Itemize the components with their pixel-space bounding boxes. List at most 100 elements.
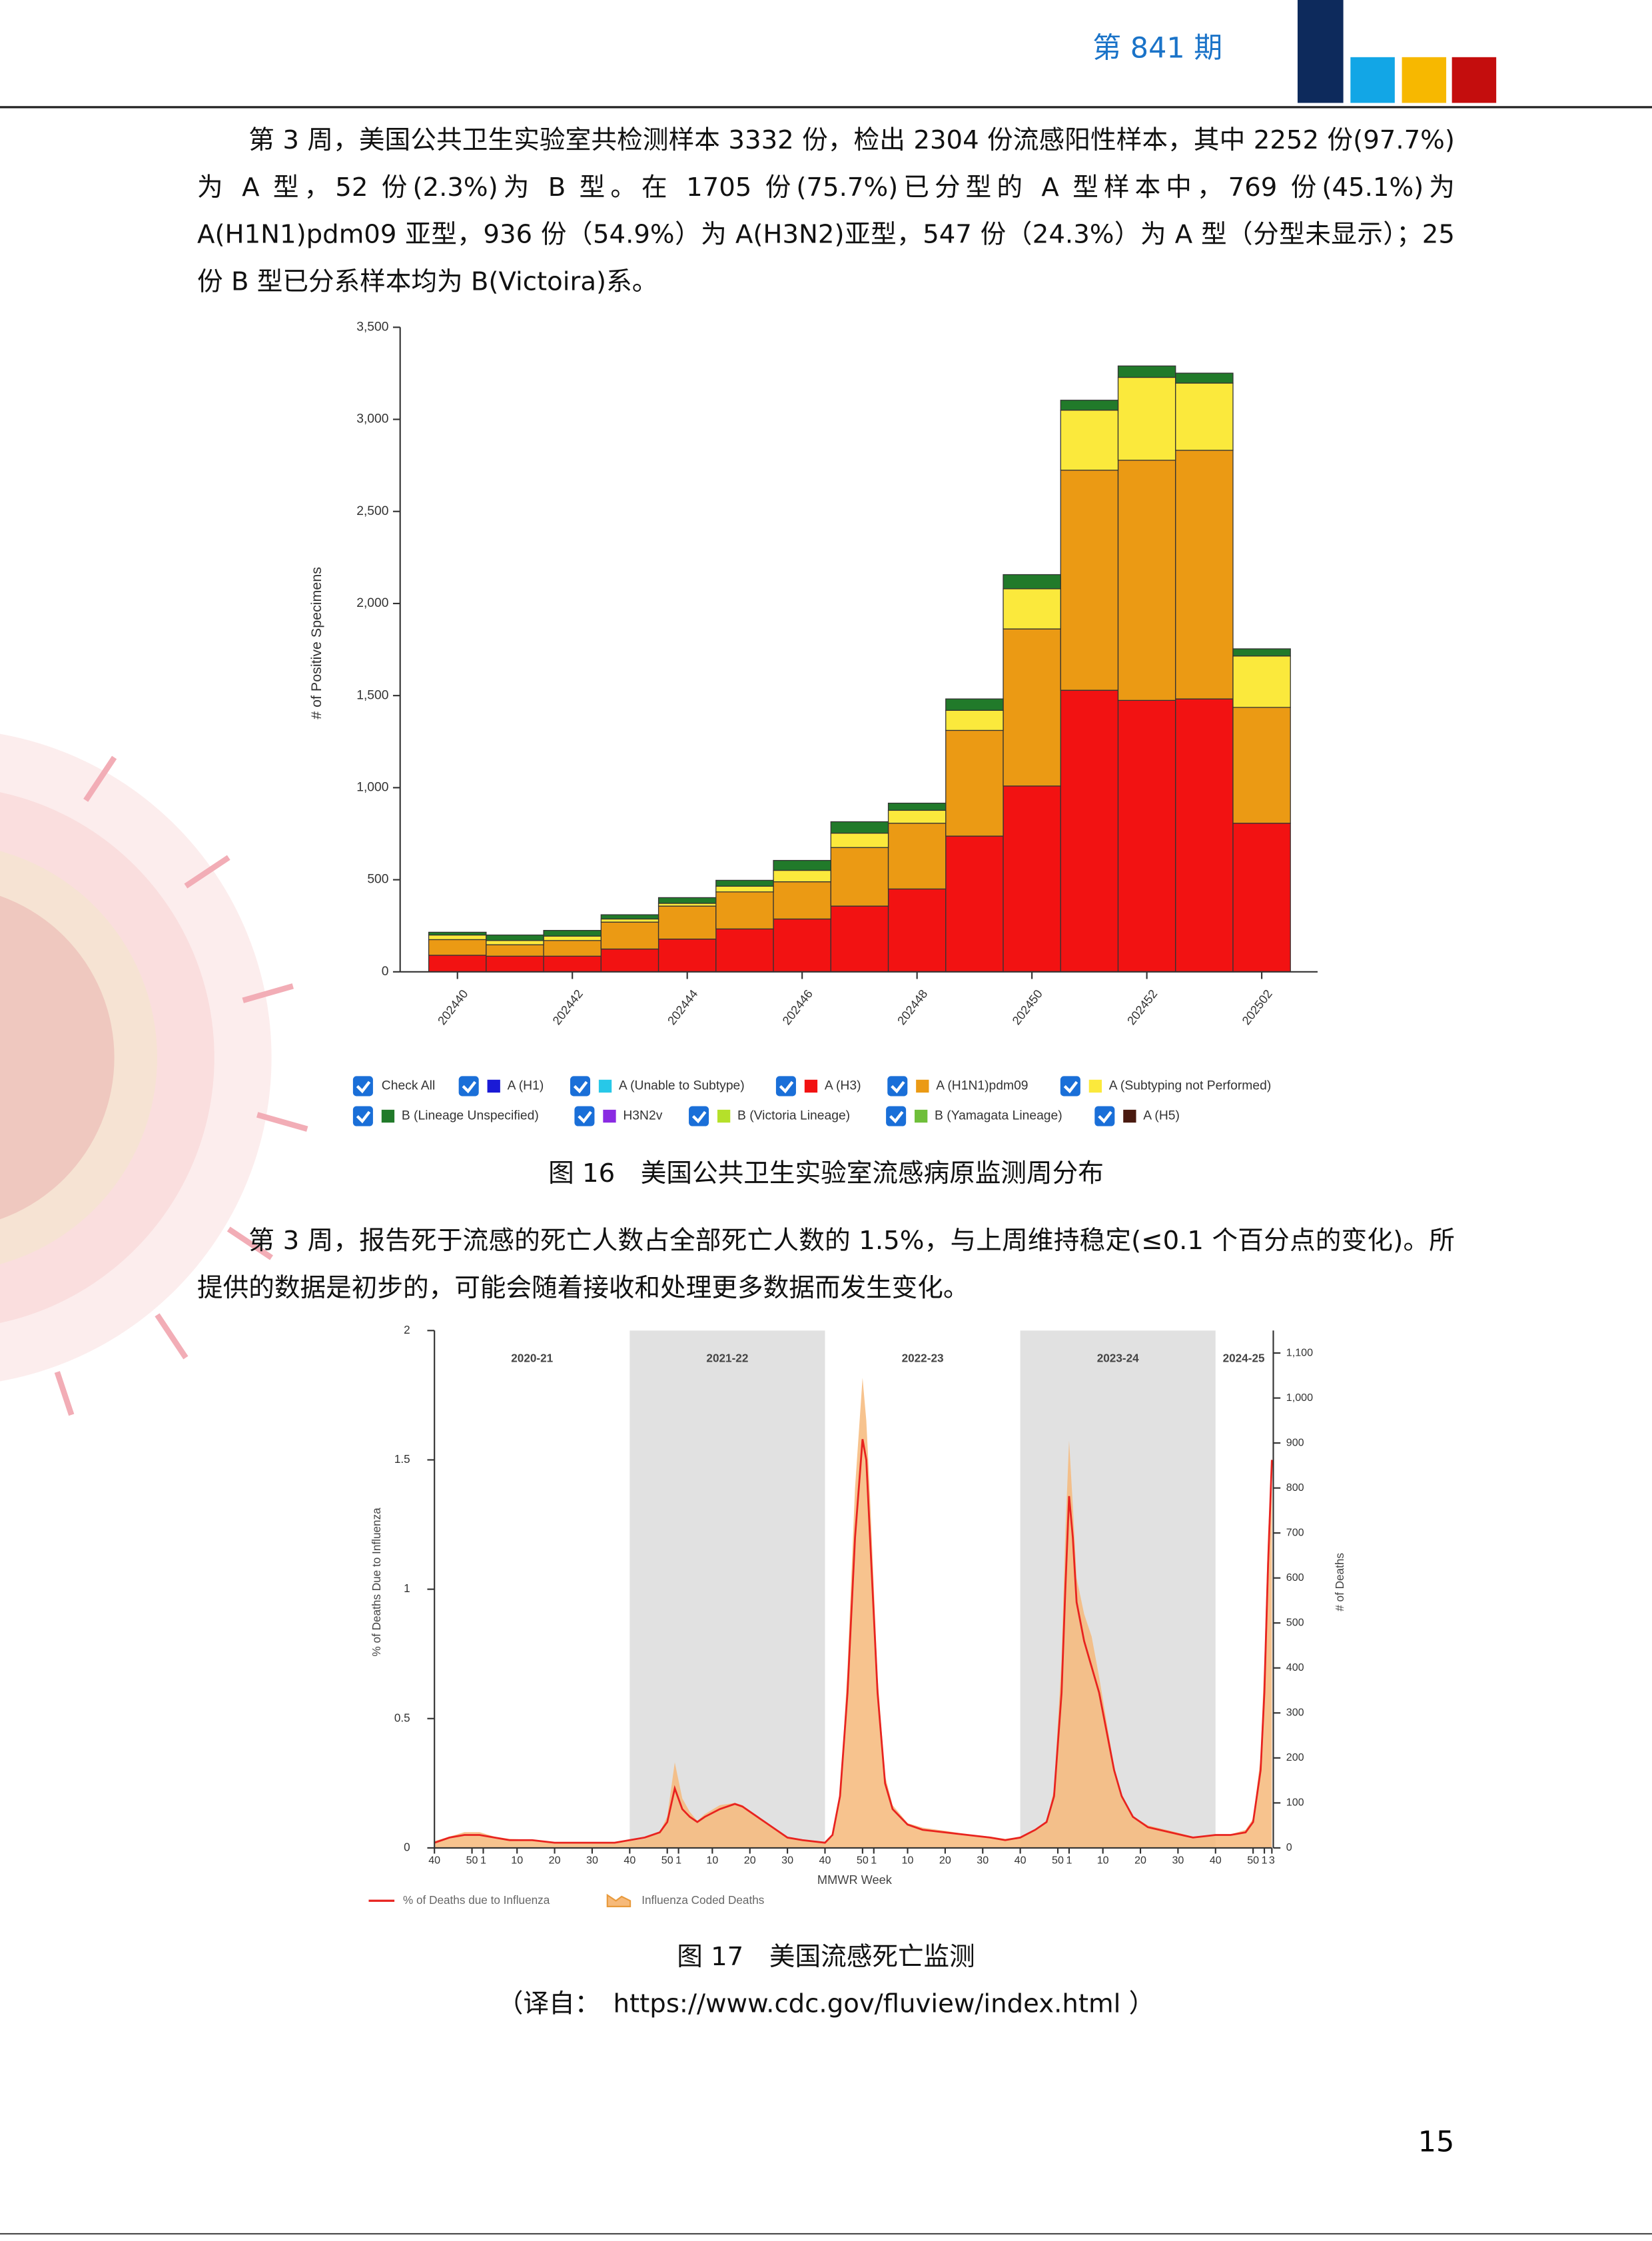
y2-tick-label: 500 [1286, 1617, 1304, 1629]
checkmark [889, 1111, 904, 1124]
bar-segment [715, 891, 774, 930]
legend-swatch [598, 1079, 612, 1093]
legend-checkbox[interactable] [775, 1076, 796, 1097]
bar-segment [1232, 648, 1291, 657]
x-tick-label: 40 [428, 1854, 440, 1866]
season-band [629, 1330, 825, 1848]
figure-caption: 图 16 美国公共卫生实验室流感病原监测周分布 [548, 1158, 1104, 1189]
bar-segment [773, 881, 831, 920]
bar-segment [1175, 450, 1234, 699]
legend-checkbox[interactable] [570, 1076, 591, 1097]
legend-checkbox[interactable] [458, 1076, 479, 1097]
bar-segment [830, 905, 889, 973]
legend-checkbox[interactable] [352, 1076, 373, 1097]
bar-segment [887, 809, 947, 824]
bar-segment [830, 833, 889, 848]
bar-segment [428, 955, 487, 973]
bar-segment [887, 802, 947, 811]
legend-label: A (Unable to Subtype) [619, 1079, 745, 1093]
bar-segment [1117, 365, 1176, 378]
y-axis-label: % of Deaths Due to Influenza [370, 1508, 383, 1657]
y-tick-label: 0.5 [394, 1711, 410, 1724]
x-tick-label: 50 [857, 1854, 869, 1866]
bar-segment [486, 934, 544, 941]
checkmark [462, 1081, 477, 1094]
bar-segment [887, 823, 947, 890]
bar-segment [657, 905, 717, 940]
y2-tick-label: 1,100 [1286, 1346, 1313, 1358]
bar-segment [428, 931, 487, 936]
x-tick-label: 50 [1247, 1854, 1259, 1866]
x-tick-label: 10 [706, 1854, 718, 1866]
x-tick-label: 202442 [550, 987, 586, 1027]
legend-swatch [915, 1109, 928, 1123]
bar-segment [657, 897, 717, 904]
y2-tick-label: 1,000 [1286, 1392, 1313, 1404]
bar-segment [428, 934, 487, 941]
y2-tick-label: 700 [1286, 1526, 1304, 1538]
bar-segment [1117, 376, 1176, 461]
legend-checkbox[interactable] [689, 1106, 709, 1126]
x-tick-label: 202448 [894, 987, 930, 1027]
page-number: 15 [1418, 2125, 1455, 2158]
legend-swatch [1088, 1079, 1102, 1093]
x-tick-label: 1 [871, 1854, 877, 1866]
y-tick-label: 2,000 [356, 596, 388, 610]
bar-segment [600, 948, 659, 973]
y-tick-label: 500 [367, 873, 388, 887]
x-tick-label: 30 [977, 1854, 989, 1866]
y2-tick-label: 100 [1286, 1797, 1304, 1809]
y-tick-label: 2,500 [356, 504, 388, 518]
bar-segment [486, 955, 544, 973]
x-tick-label: 202444 [665, 987, 701, 1027]
x-tick-label: 30 [586, 1854, 598, 1866]
legend-swatch [1123, 1109, 1136, 1123]
x-tick-label: 1 [1262, 1854, 1268, 1866]
legend-checkbox[interactable] [1094, 1106, 1115, 1126]
legend-label: % of Deaths due to Influenza [403, 1893, 550, 1907]
bar-segment [543, 955, 602, 973]
legend-checkbox[interactable] [1060, 1076, 1080, 1097]
season-label: 2020-21 [511, 1352, 553, 1365]
legend-swatch [606, 1893, 631, 1907]
y-axis-label: # of Positive Specimens [308, 567, 324, 719]
legend-checkbox[interactable] [887, 1076, 908, 1097]
legend-checkbox[interactable] [574, 1106, 595, 1126]
checkmark [1063, 1081, 1078, 1094]
bar-segment [715, 879, 774, 887]
paragraph: 第 3 周，报告死于流感的死亡人数占全部死亡人数的 1.5%，与上周维持稳定(≤… [197, 1226, 1455, 1304]
x-tick-label: 202502 [1239, 987, 1275, 1027]
x-tick-label: 30 [1172, 1854, 1184, 1866]
bar-segment [543, 940, 602, 957]
x-tick-label: 1 [1066, 1854, 1072, 1866]
legend-label: B (Victoria Lineage) [737, 1109, 850, 1123]
x-tick-label: 10 [1097, 1854, 1109, 1866]
y-tick-label: 2 [404, 1323, 410, 1336]
bar-segment [486, 940, 544, 945]
x-tick-label: 40 [1015, 1854, 1027, 1866]
x-tick-label: 20 [744, 1854, 756, 1866]
line [434, 1439, 1273, 1844]
x-axis-label: MMWR Week [817, 1873, 893, 1887]
season-label: 2022-23 [902, 1352, 944, 1365]
legend-label: A (Subtyping not Performed) [1109, 1079, 1271, 1093]
legend-label: A (H1N1)pdm09 [936, 1079, 1028, 1093]
legend-swatch [916, 1079, 929, 1093]
x-tick-label: 202440 [435, 987, 471, 1027]
x-tick-label: 40 [1210, 1854, 1222, 1866]
x-tick-label: 50 [1052, 1854, 1064, 1866]
x-tick-label: 30 [781, 1854, 793, 1866]
bar-segment [1060, 470, 1119, 691]
legend-checkbox[interactable] [886, 1106, 907, 1126]
bar-segment [1117, 699, 1176, 973]
x-tick-label: 1 [480, 1854, 486, 1866]
bar-segment [887, 888, 947, 973]
season-label: 2024-25 [1223, 1352, 1265, 1365]
legend-checkbox[interactable] [352, 1106, 373, 1126]
x-tick-label: 40 [623, 1854, 635, 1866]
y2-tick-label: 900 [1286, 1436, 1304, 1448]
y2-tick-label: 0 [1286, 1841, 1292, 1853]
bar-segment [1175, 382, 1234, 451]
legend-label: Check All [382, 1079, 435, 1093]
